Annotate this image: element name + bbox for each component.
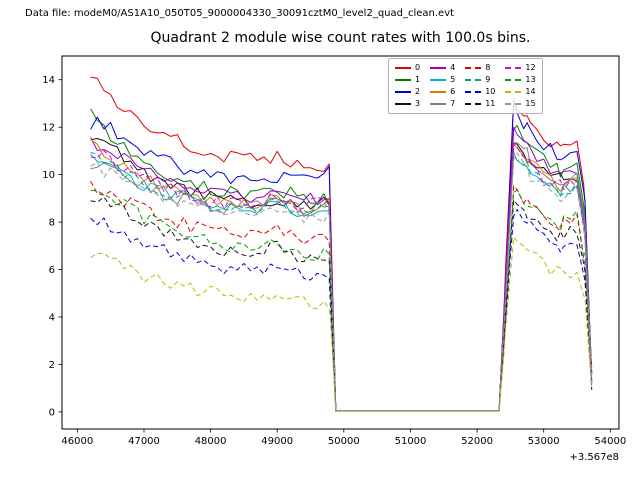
legend-item-label: 4 xyxy=(450,63,456,72)
legend-item: 13 xyxy=(505,74,536,86)
x-tick-label: 47000 xyxy=(128,436,160,447)
series-line xyxy=(90,152,593,412)
y-tick-label: 10 xyxy=(42,170,55,181)
series-line xyxy=(90,196,593,412)
legend-item-label: 10 xyxy=(485,87,496,96)
series-line xyxy=(90,101,593,412)
legend-item-label: 15 xyxy=(525,99,536,108)
series-line xyxy=(90,189,593,412)
series-line xyxy=(90,142,593,412)
x-tick-label: 46000 xyxy=(61,436,93,447)
legend-line-sample xyxy=(395,79,411,81)
series-line xyxy=(90,126,593,412)
x-tick-label: 49000 xyxy=(261,436,293,447)
legend-item-label: 12 xyxy=(525,63,536,72)
y-tick-label: 6 xyxy=(49,265,55,276)
legend-item-label: 8 xyxy=(485,63,491,72)
legend-item-label: 0 xyxy=(415,63,421,72)
legend-line-sample xyxy=(465,79,482,81)
series-line xyxy=(90,108,593,412)
legend-item: 15 xyxy=(505,98,536,110)
series-line xyxy=(90,76,593,412)
y-tick-label: 14 xyxy=(42,75,55,86)
legend-item: 1 xyxy=(395,74,420,86)
legend-line-sample xyxy=(395,103,411,105)
x-tick-label: 52000 xyxy=(461,436,493,447)
y-tick-label: 4 xyxy=(49,313,55,324)
series-line xyxy=(90,151,593,412)
legend-item: 12 xyxy=(505,62,536,74)
data-file-label: Data file: modeM0/AS1A10_050T05_90000043… xyxy=(25,8,455,19)
legend-item-label: 7 xyxy=(450,99,456,108)
x-tick-label: 51000 xyxy=(395,436,427,447)
legend-line-sample xyxy=(430,79,447,81)
legend-item: 11 xyxy=(465,98,495,110)
legend-line-sample xyxy=(505,91,522,93)
legend-line-sample xyxy=(395,91,411,93)
legend-item-label: 5 xyxy=(450,75,456,84)
legend-item-label: 1 xyxy=(415,75,421,84)
legend-line-sample xyxy=(430,91,447,93)
legend-item: 0 xyxy=(395,62,420,74)
legend-line-sample xyxy=(395,67,411,69)
legend-item-label: 9 xyxy=(485,75,491,84)
y-tick-label: 0 xyxy=(49,407,55,418)
x-tick-label: 50000 xyxy=(328,436,360,447)
legend-line-sample xyxy=(505,79,522,81)
legend-line-sample xyxy=(465,67,482,69)
legend: 0 1 2 3 4 5 6 7 8 9 10 11 12 13 14 15 xyxy=(388,58,543,114)
legend-line-sample xyxy=(465,91,482,93)
chart-title: Quadrant 2 module wise count rates with … xyxy=(150,30,531,46)
legend-item-label: 14 xyxy=(525,87,536,96)
x-offset-label: +3.567e8 xyxy=(569,452,619,463)
x-tick-label: 48000 xyxy=(195,436,227,447)
legend-item: 4 xyxy=(430,62,455,74)
legend-item-label: 2 xyxy=(415,87,421,96)
legend-item-label: 13 xyxy=(525,75,536,84)
legend-item: 3 xyxy=(395,98,420,110)
series-line xyxy=(90,208,593,412)
legend-item: 6 xyxy=(430,86,455,98)
legend-line-sample xyxy=(505,67,522,69)
legend-line-sample xyxy=(430,103,447,105)
series-line xyxy=(90,236,593,412)
series-line xyxy=(90,138,593,412)
legend-item-label: 6 xyxy=(450,87,456,96)
axes-frame xyxy=(61,55,620,430)
legend-line-sample xyxy=(505,103,522,105)
legend-item: 8 xyxy=(465,62,495,74)
x-tick-label: 53000 xyxy=(528,436,560,447)
y-tick-label: 12 xyxy=(42,123,55,134)
legend-item: 7 xyxy=(430,98,455,110)
x-tick-label: 54000 xyxy=(594,436,626,447)
legend-line-sample xyxy=(430,67,447,69)
series-line xyxy=(90,180,593,412)
y-tick-label: 2 xyxy=(49,360,55,371)
legend-item: 14 xyxy=(505,86,536,98)
legend-item: 5 xyxy=(430,74,455,86)
legend-line-sample xyxy=(465,103,482,105)
legend-item: 9 xyxy=(465,74,495,86)
legend-item: 2 xyxy=(395,86,420,98)
legend-item-label: 3 xyxy=(415,99,421,108)
legend-item: 10 xyxy=(465,86,495,98)
y-tick-label: 8 xyxy=(49,218,55,229)
legend-item-label: 11 xyxy=(485,99,496,108)
